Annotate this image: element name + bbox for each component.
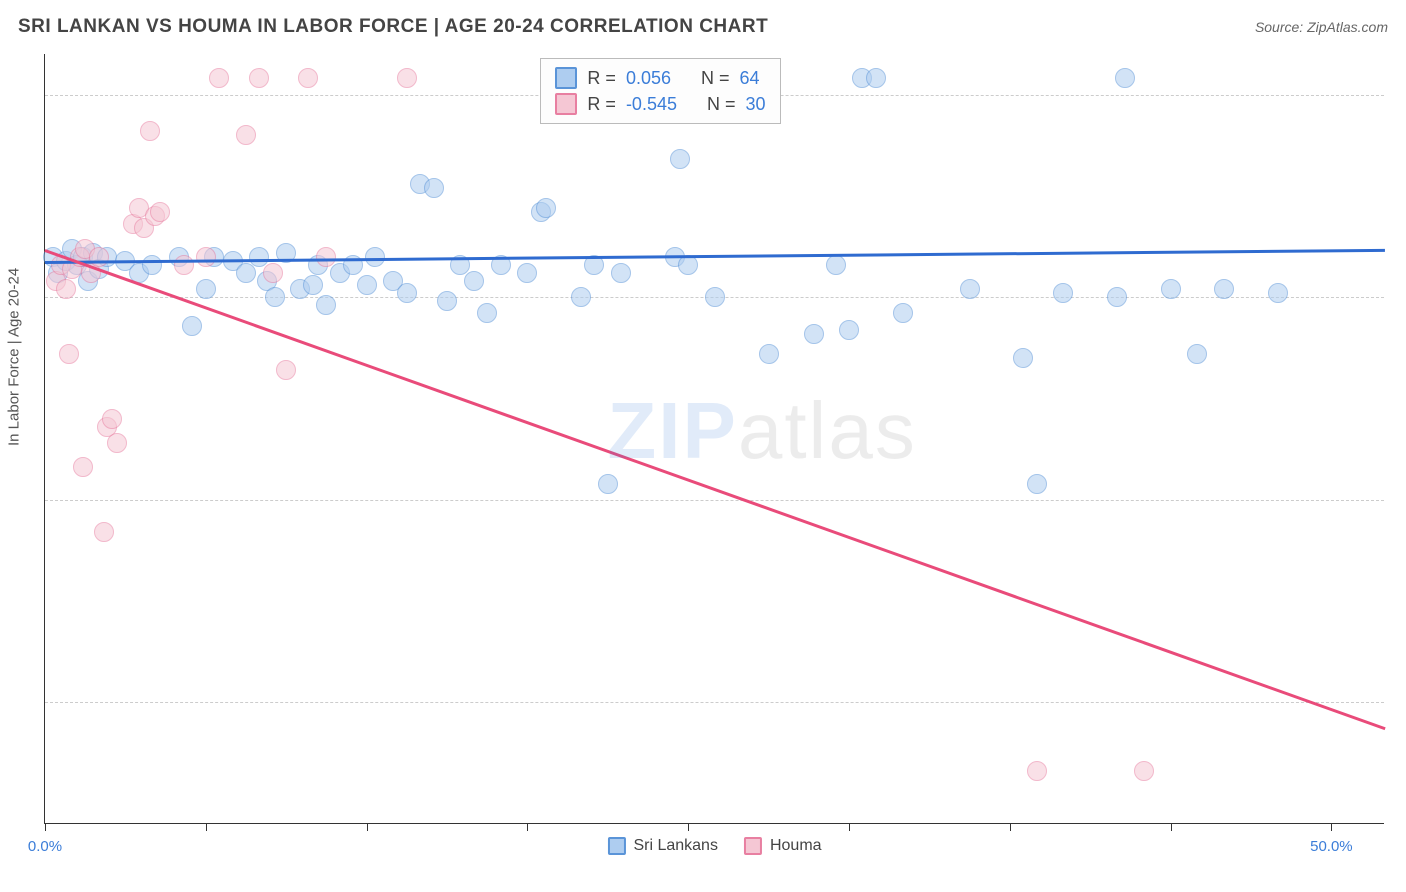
stat-r-value: -0.545 [626,94,677,115]
series-swatch [555,93,577,115]
data-point [142,255,162,275]
data-point [196,247,216,267]
data-point [182,316,202,336]
data-point [571,287,591,307]
gridline-h [45,702,1384,703]
data-point [276,360,296,380]
data-point [437,291,457,311]
data-point [102,409,122,429]
data-point [196,279,216,299]
stat-r-label: R = [587,94,616,115]
x-tick-label: 50.0% [1310,838,1353,855]
data-point [174,255,194,275]
x-tick [849,823,850,831]
data-point [1107,287,1127,307]
stats-box: R = 0.056 N = 64R = -0.545 N = 30 [540,58,780,124]
data-point [804,324,824,344]
data-point [73,457,93,477]
data-point [316,247,336,267]
y-axis-title: In Labor Force | Age 20-24 [6,268,23,446]
stats-row: R = -0.545 N = 30 [555,91,765,117]
data-point [107,433,127,453]
stat-n-value: 64 [740,68,760,89]
data-point [839,320,859,340]
data-point [59,344,79,364]
legend-item-sri-lankans: Sri Lankans [607,837,718,855]
data-point [611,263,631,283]
data-point [209,68,229,88]
data-point [1027,761,1047,781]
stat-n-label: N = [701,68,730,89]
stat-n-value: 30 [746,94,766,115]
legend: Sri Lankans Houma [607,837,821,855]
data-point [56,279,76,299]
data-point [705,287,725,307]
legend-item-houma: Houma [744,837,822,855]
data-point [150,202,170,222]
legend-label: Sri Lankans [633,837,718,855]
data-point [678,255,698,275]
data-point [893,303,913,323]
data-point [303,275,323,295]
trend-line [45,249,1385,264]
chart-title: SRI LANKAN VS HOUMA IN LABOR FORCE | AGE… [18,16,768,38]
data-point [1053,283,1073,303]
trend-line [45,249,1386,730]
stat-r-value: 0.056 [626,68,671,89]
x-tick [527,823,528,831]
x-tick-label: 0.0% [28,838,62,855]
data-point [1134,761,1154,781]
data-point [536,198,556,218]
legend-label: Houma [770,837,822,855]
data-point [1187,344,1207,364]
x-tick [45,823,46,831]
data-point [298,68,318,88]
legend-swatch [607,837,625,855]
data-point [866,68,886,88]
stat-n-label: N = [707,94,736,115]
data-point [397,283,417,303]
data-point [89,247,109,267]
x-tick [206,823,207,831]
data-point [517,263,537,283]
x-tick [1010,823,1011,831]
data-point [670,149,690,169]
data-point [424,178,444,198]
data-point [236,263,256,283]
x-tick [688,823,689,831]
data-point [960,279,980,299]
data-point [140,121,160,141]
data-point [94,522,114,542]
data-point [316,295,336,315]
data-point [1027,474,1047,494]
stats-row: R = 0.056 N = 64 [555,65,765,91]
data-point [1115,68,1135,88]
data-point [1214,279,1234,299]
series-swatch [555,67,577,89]
data-point [236,125,256,145]
data-point [365,247,385,267]
data-point [265,287,285,307]
data-point [397,68,417,88]
data-point [826,255,846,275]
plot-area: 25.0%50.0%75.0%100.0%0.0%50.0% ZIPatlas … [44,54,1384,824]
data-point [1161,279,1181,299]
data-point [357,275,377,295]
data-point [598,474,618,494]
data-point [1268,283,1288,303]
x-tick [367,823,368,831]
stat-r-label: R = [587,68,616,89]
data-point [759,344,779,364]
gridline-h [45,500,1384,501]
legend-swatch [744,837,762,855]
data-point [1013,348,1033,368]
data-point [263,263,283,283]
data-point [249,68,269,88]
source-label: Source: ZipAtlas.com [1255,19,1388,35]
data-point [464,271,484,291]
x-tick [1331,823,1332,831]
data-point [477,303,497,323]
x-tick [1171,823,1172,831]
